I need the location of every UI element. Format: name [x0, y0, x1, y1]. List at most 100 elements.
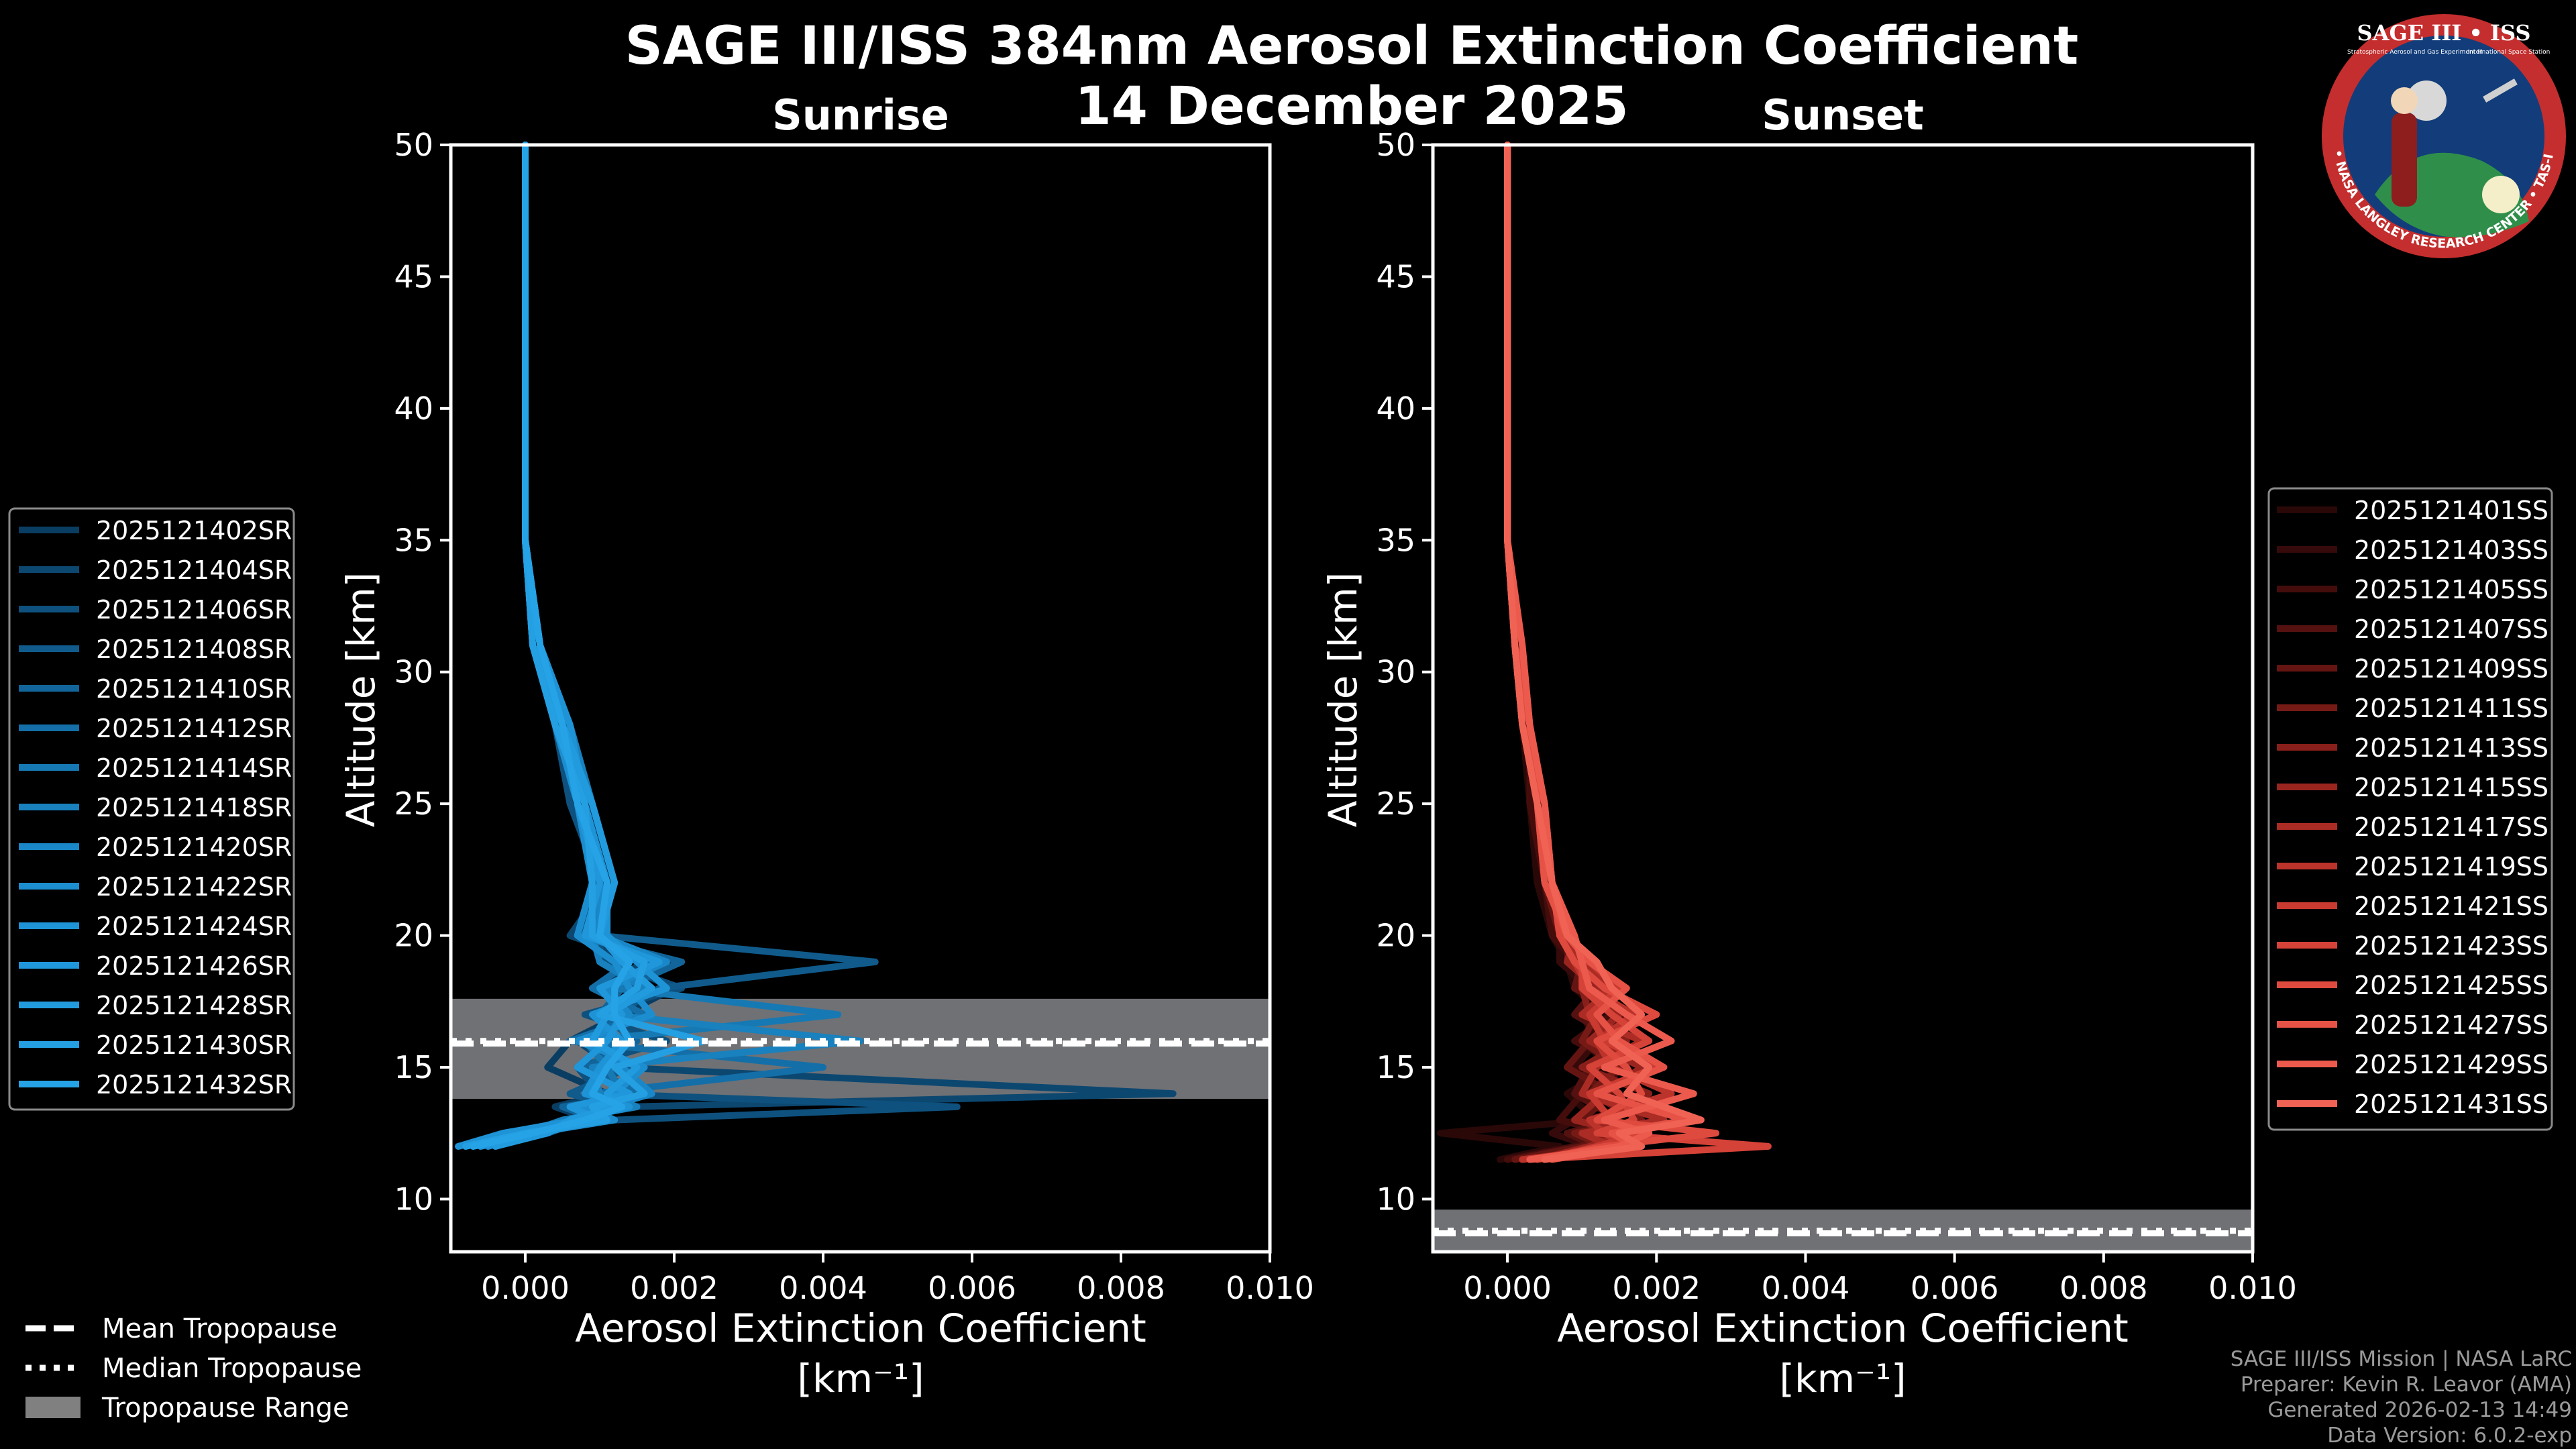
sunset-legend-label: 2025121419SS	[2354, 852, 2548, 881]
main-title: SAGE III/ISS 384nm Aerosol Extinction Co…	[625, 16, 2079, 76]
sunrise-ytick-label: 40	[394, 390, 433, 427]
sunrise-legend-label: 2025121404SR	[96, 555, 292, 585]
sunrise-legend-label: 2025121420SR	[96, 833, 292, 862]
credit-line: Generated 2026-02-13 14:49	[2267, 1398, 2572, 1422]
sunrise-legend: 2025121402SR 2025121404SR 2025121406SR 2025…	[8, 507, 295, 1111]
logo-iss-icon	[2483, 78, 2518, 103]
sunset-legend: 2025121401SS 2025121403SS 2025121405SS 2025…	[2267, 487, 2553, 1131]
sunrise-xtick-label: 0.006	[928, 1270, 1016, 1306]
credit-line: SAGE III/ISS Mission | NASA LaRC	[2231, 1347, 2572, 1371]
sunrise-ytick-label: 45	[394, 258, 433, 294]
sunset-ylabel: Altitude [km]	[1320, 572, 1366, 827]
sunrise-plot-frame	[449, 143, 1272, 1254]
sunrise-ytick-label: 50	[394, 127, 433, 163]
sunset-plot-frame	[1431, 143, 2255, 1254]
logo-name: SAGE III • ISS	[2357, 20, 2531, 46]
sunrise-legend-label: 2025121410SR	[96, 674, 292, 704]
sunrise-panel: Sunrise Altitude [km] Aerosol Extinction…	[338, 91, 1314, 1401]
date-title: 14 December 2025	[1075, 76, 1628, 137]
logo-figure	[2392, 113, 2417, 207]
sunrise-xunit: [km⁻¹]	[797, 1356, 924, 1401]
sunset-panel: Sunset Altitude [km] Aerosol Extinction …	[1320, 91, 2297, 1401]
sunset-legend-frame	[2267, 487, 2553, 1131]
sunrise-legend-label: 2025121412SR	[96, 714, 292, 743]
sunset-xtick-label: 0.006	[1911, 1270, 1999, 1306]
sunset-legend-label: 2025121421SS	[2354, 892, 2548, 921]
sunrise-legend-label: 2025121428SR	[96, 991, 292, 1020]
credit-line: Preparer: Kevin R. Leavor (AMA)	[2241, 1373, 2572, 1397]
logo-figure-head	[2391, 87, 2418, 114]
sunrise-legend-label: 2025121418SR	[96, 793, 292, 822]
sunrise-tropopause-range	[451, 998, 1270, 1099]
sunset-legend-label: 2025121409SS	[2354, 654, 2548, 684]
sunset-xtick-label: 0.010	[2208, 1270, 2297, 1306]
sunset-legend-label: 2025121425SS	[2354, 971, 2548, 1000]
sunrise-xtick-label: 0.008	[1077, 1270, 1165, 1306]
sunset-legend-label: 2025121429SS	[2354, 1050, 2548, 1079]
sunset-ytick-label: 40	[1376, 390, 1415, 427]
logo-subtitle-right: International Space Station	[2468, 49, 2551, 56]
tropopause-legend: Mean Tropopause Median Tropopause Tropopau…	[25, 1313, 362, 1424]
sunset-title: Sunset	[1762, 91, 1924, 140]
sunset-legend-label: 2025121423SS	[2354, 931, 2548, 961]
sunset-legend-label: 2025121417SS	[2354, 812, 2548, 842]
sunrise-xtick-label: 0.004	[779, 1270, 867, 1306]
sunset-ytick-label: 15	[1376, 1049, 1415, 1085]
tropopause-legend-label: Median Tropopause	[102, 1353, 362, 1384]
sunrise-legend-label: 2025121406SR	[96, 595, 292, 625]
sunset-legend-label: 2025121401SS	[2354, 496, 2548, 525]
sunrise-legend-label: 2025121432SR	[96, 1070, 292, 1099]
logo-sun	[2482, 176, 2520, 213]
sunset-legend-label: 2025121405SS	[2354, 575, 2548, 604]
sunrise-xlabel: Aerosol Extinction Coefficient	[575, 1305, 1146, 1351]
sunrise-ytick-label: 15	[394, 1049, 433, 1085]
sunset-legend-label: 2025121407SS	[2354, 614, 2548, 644]
sunset-xlabel: Aerosol Extinction Coefficient	[1557, 1305, 2129, 1351]
sunrise-legend-label: 2025121422SR	[96, 872, 292, 902]
sunset-legend-label: 2025121413SS	[2354, 733, 2548, 763]
sunrise-xtick-label: 0.002	[630, 1270, 718, 1306]
tropopause-legend-label: Mean Tropopause	[102, 1313, 337, 1344]
sunset-ytick-label: 35	[1376, 522, 1415, 558]
sunrise-legend-label: 2025121414SR	[96, 753, 292, 783]
sunrise-legend-label: 2025121408SR	[96, 635, 292, 664]
sunset-xtick-label: 0.004	[1762, 1270, 1850, 1306]
sunset-xtick-label: 0.008	[2059, 1270, 2148, 1306]
credit-line: Data Version: 6.0.2-exp	[2327, 1424, 2572, 1448]
sunset-xunit: [km⁻¹]	[1779, 1356, 1906, 1401]
sunset-series-2025121431SS	[1504, 142, 1705, 1163]
sunrise-legend-label: 2025121430SR	[96, 1030, 292, 1060]
logo-moon	[2406, 80, 2447, 121]
sunrise-title: Sunrise	[772, 91, 949, 140]
sunset-ytick-label: 50	[1376, 127, 1415, 163]
sunrise-series-2025121432SR	[470, 142, 633, 1150]
tropopause-legend-label: Tropopause Range	[101, 1393, 350, 1424]
sunrise-ytick-label: 30	[394, 654, 433, 690]
sunrise-ylabel: Altitude [km]	[338, 572, 384, 827]
sunset-legend-label: 2025121427SS	[2354, 1010, 2548, 1040]
sunset-legend-label: 2025121415SS	[2354, 773, 2548, 802]
sunrise-xtick-label: 0.000	[481, 1270, 570, 1306]
sunset-ytick-label: 30	[1376, 654, 1415, 690]
sunrise-legend-label: 2025121402SR	[96, 516, 292, 545]
sunrise-xtick-label: 0.010	[1226, 1270, 1314, 1306]
logo-subtitle-left: Stratospheric Aerosol and Gas Experiment…	[2347, 49, 2483, 56]
sunset-legend-label: 2025121411SS	[2354, 694, 2548, 723]
tropopause-legend-patch	[25, 1397, 80, 1418]
sunset-ytick-label: 10	[1376, 1181, 1415, 1217]
sunset-plot-area	[1433, 145, 2253, 1252]
sunset-xtick-label: 0.000	[1463, 1270, 1552, 1306]
sunset-legend-label: 2025121403SS	[2354, 535, 2548, 565]
sunrise-ytick-label: 10	[394, 1181, 433, 1217]
sunrise-ytick-label: 25	[394, 786, 433, 822]
sunrise-legend-label: 2025121424SR	[96, 912, 292, 941]
sunset-xtick-label: 0.002	[1612, 1270, 1701, 1306]
sunrise-legend-label: 2025121426SR	[96, 951, 292, 981]
credits-block: SAGE III/ISS Mission | NASA LaRCPreparer…	[2231, 1347, 2572, 1448]
sunrise-ytick-label: 35	[394, 522, 433, 558]
sunset-legend-label: 2025121431SS	[2354, 1089, 2548, 1119]
sunset-ytick-label: 45	[1376, 258, 1415, 294]
sunset-ytick-label: 25	[1376, 786, 1415, 822]
sunset-ytick-label: 20	[1376, 918, 1415, 954]
